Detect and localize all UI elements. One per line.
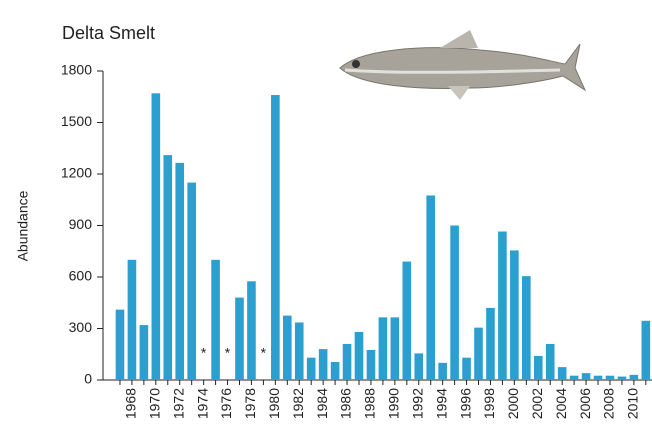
- bar: [318, 349, 328, 380]
- fish-illustration: [339, 30, 587, 100]
- bar: [414, 353, 424, 380]
- x-tick-label: 1996: [457, 388, 473, 419]
- y-tick-label: 0: [84, 371, 92, 387]
- bar: [342, 343, 352, 380]
- bar: [486, 307, 495, 380]
- bar: [641, 320, 651, 380]
- bar: [306, 357, 316, 380]
- value-label: *: [261, 345, 267, 361]
- bar: [557, 367, 567, 380]
- x-tick-label: 1968: [123, 388, 139, 419]
- bar: [378, 317, 388, 380]
- bar: [533, 355, 543, 380]
- bar: [139, 325, 149, 380]
- bar: [474, 327, 483, 380]
- bar: [498, 231, 507, 380]
- bar: [187, 182, 196, 380]
- bar: [211, 259, 220, 380]
- y-tick-label: 900: [69, 216, 93, 232]
- x-tick-label: 1974: [194, 388, 210, 419]
- bar: [247, 281, 256, 380]
- x-tick-label: 1978: [242, 388, 258, 419]
- bar: [617, 376, 627, 380]
- bar: [462, 357, 471, 380]
- x-tick-label: 1970: [147, 388, 163, 419]
- x-tick-label: 2010: [625, 388, 641, 419]
- chart-title: Delta Smelt: [62, 23, 155, 43]
- y-tick-label: 300: [69, 319, 93, 335]
- bar: [450, 225, 459, 380]
- x-tick-label: 1986: [338, 388, 354, 419]
- bar: [354, 331, 364, 380]
- y-tick-label: 1200: [61, 165, 92, 181]
- x-tick-label: 2000: [505, 388, 521, 419]
- x-tick-label: 2002: [529, 388, 545, 419]
- bar: [366, 349, 376, 380]
- bar: [581, 373, 591, 380]
- bar: [629, 374, 639, 380]
- x-tick-label: 1998: [481, 388, 497, 419]
- bar: [282, 315, 292, 380]
- value-label: *: [201, 345, 207, 361]
- bar: [593, 375, 603, 380]
- x-tick-label: 1984: [314, 388, 330, 419]
- bar: [115, 309, 125, 380]
- bar: [438, 362, 447, 380]
- bar: [522, 276, 531, 380]
- x-tick-label: 1990: [386, 388, 402, 419]
- x-tick-label: 1982: [290, 388, 306, 419]
- x-tick-label: 1994: [433, 388, 449, 419]
- bar: [569, 375, 579, 380]
- bar: [151, 93, 161, 381]
- bar: [271, 95, 280, 381]
- value-label: *: [225, 345, 231, 361]
- bar: [402, 261, 412, 380]
- bar: [426, 195, 436, 380]
- x-tick-label: 1972: [170, 388, 186, 419]
- y-tick-label: 1800: [61, 62, 92, 78]
- bar: [163, 155, 173, 380]
- x-tick-label: 2008: [601, 388, 617, 419]
- y-tick-label: 1500: [61, 113, 92, 129]
- x-tick-label: 2006: [577, 388, 593, 419]
- bar: [127, 259, 137, 380]
- bar: [175, 162, 185, 380]
- bar: [605, 375, 615, 380]
- y-tick-label: 600: [69, 268, 93, 284]
- x-tick-label: 1980: [266, 388, 282, 419]
- bar: [510, 250, 519, 380]
- x-tick-label: 1988: [362, 388, 378, 419]
- bar: [390, 317, 400, 380]
- bar: [294, 322, 304, 380]
- bar: [235, 297, 244, 380]
- bar: [330, 361, 340, 380]
- y-axis-label: Abundance: [15, 190, 31, 261]
- x-tick-label: 1976: [218, 388, 234, 419]
- x-tick-label: 1992: [409, 388, 425, 419]
- bar: [545, 343, 555, 380]
- x-tick-label: 2004: [553, 388, 569, 419]
